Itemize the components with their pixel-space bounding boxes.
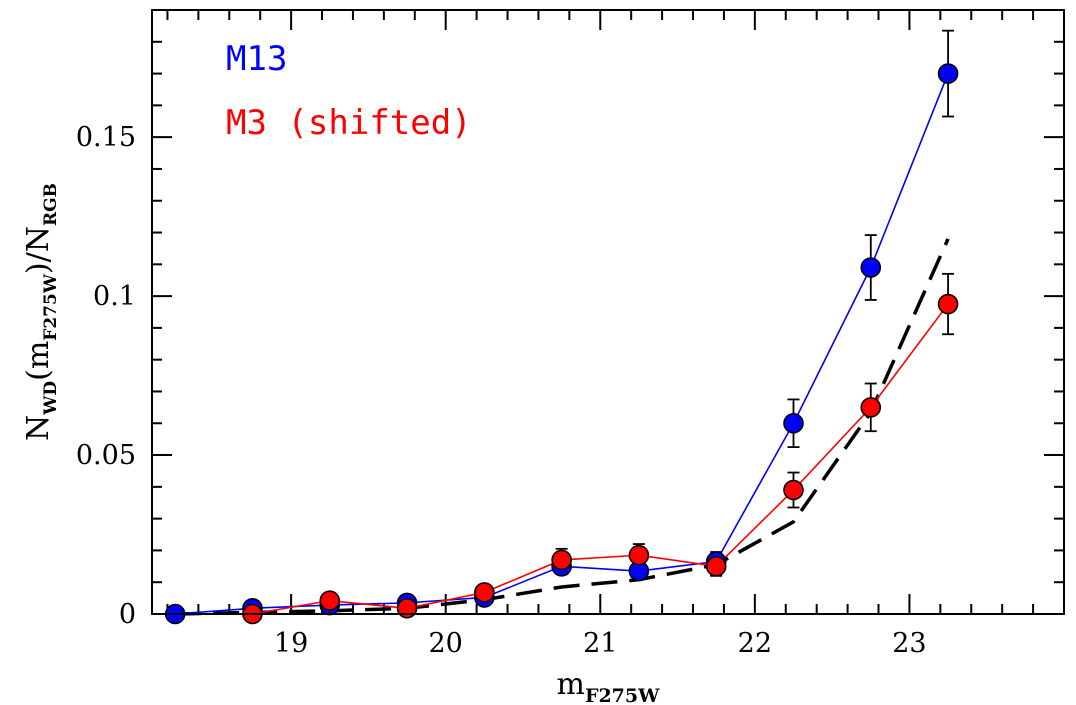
point-m3 xyxy=(783,479,804,501)
point-m13 xyxy=(860,257,882,278)
plot-frame xyxy=(151,9,1065,615)
y-axis-title-part: )/N xyxy=(21,226,56,274)
legend-entry-m3: M3 (shifted) xyxy=(226,103,472,143)
point-m3 xyxy=(551,549,572,571)
x-tick-label: 23 xyxy=(892,628,926,659)
point-m13 xyxy=(937,63,959,84)
x-axis-title-subscript: F275W xyxy=(585,685,660,705)
y-axis-title-subscript: RGB xyxy=(41,183,61,226)
y-tick-label: 0.05 xyxy=(76,440,136,471)
legend-entry-m13: M13 xyxy=(226,39,287,79)
point-m3 xyxy=(319,590,341,611)
y-axis-title: NWD(mF275W)/NRGB xyxy=(21,183,61,441)
tick-marks xyxy=(152,9,1065,615)
y-axis-title-subscript: F275W xyxy=(41,273,61,341)
x-tick-label: 22 xyxy=(738,628,772,659)
point-m3 xyxy=(705,556,727,577)
chart-curves xyxy=(175,73,950,616)
series-line-0 xyxy=(175,73,949,615)
y-axis-title-part: N xyxy=(21,415,56,441)
x-tick-label: 19 xyxy=(274,628,308,659)
point-m3 xyxy=(860,397,882,418)
data-points xyxy=(164,63,959,625)
y-tick-label: 0.15 xyxy=(76,122,136,153)
point-m3 xyxy=(474,582,495,603)
x-axis-title-main: m xyxy=(557,667,585,702)
x-tick-label: 21 xyxy=(583,628,617,659)
y-axis-title-subscript: WD xyxy=(41,381,61,416)
point-m3 xyxy=(937,293,959,315)
y-tick-label: 0.1 xyxy=(93,281,136,312)
series-line-1 xyxy=(252,303,949,615)
x-tick-label: 20 xyxy=(429,628,463,659)
x-axis-title: mF275W xyxy=(557,667,661,705)
point-m3 xyxy=(628,544,650,566)
point-m13 xyxy=(783,412,804,434)
y-axis-title-part: (m xyxy=(21,341,56,381)
model-curve-dashed xyxy=(175,238,950,616)
y-tick-label: 0 xyxy=(119,599,136,630)
tick-labels: 19 20 21 22 23 0 0.05 0.1 0.15 xyxy=(76,122,927,659)
